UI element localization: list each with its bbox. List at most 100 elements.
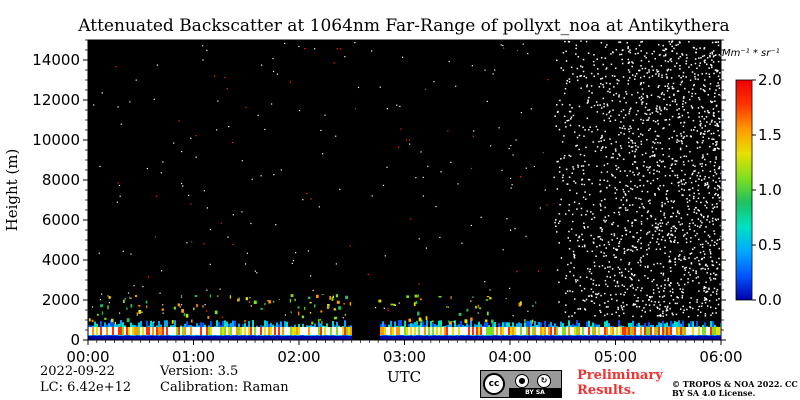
- noise-speck: [603, 103, 605, 105]
- noise-speck: [409, 143, 411, 145]
- noise-speck: [677, 57, 680, 60]
- signal-column: [466, 335, 468, 336]
- noise-speck: [522, 43, 524, 45]
- signal-column: [134, 327, 136, 335]
- signal-column: [302, 323, 304, 330]
- signal-column: [718, 335, 720, 336]
- noise-speck: [671, 87, 674, 90]
- signal-column: [602, 335, 604, 336]
- noise-speck: [713, 233, 716, 235]
- noise-speck: [673, 47, 675, 50]
- noise-speck: [616, 82, 619, 85]
- signal-column: [522, 336, 524, 340]
- noise-speck: [581, 245, 584, 248]
- signal-column: [666, 335, 668, 336]
- signal-column: [190, 336, 192, 340]
- noise-speck: [673, 94, 675, 96]
- noise-speck: [159, 292, 161, 294]
- aerosol-speck: [485, 299, 489, 301]
- aerosol-speck: [250, 304, 252, 307]
- signal-column: [474, 327, 476, 335]
- noise-speck: [477, 312, 479, 314]
- noise-speck: [682, 97, 685, 99]
- noise-speck: [680, 135, 683, 137]
- aerosol-speck: [333, 316, 337, 320]
- noise-speck: [707, 267, 710, 270]
- signal-column: [118, 323, 120, 330]
- noise-speck: [667, 87, 670, 90]
- noise-speck: [600, 140, 602, 142]
- noise-speck: [638, 172, 640, 174]
- signal-column: [140, 336, 142, 340]
- signal-column: [484, 336, 486, 340]
- signal-column: [706, 327, 708, 335]
- noise-speck: [639, 259, 642, 261]
- noise-speck: [694, 75, 696, 78]
- noise-speck: [588, 193, 591, 196]
- noise-speck: [648, 247, 650, 250]
- noise-speck: [622, 301, 624, 304]
- signal-column: [328, 327, 330, 335]
- noise-speck: [578, 235, 581, 238]
- signal-column: [536, 327, 538, 335]
- noise-speck: [625, 229, 628, 232]
- noise-speck: [509, 287, 511, 289]
- noise-speck: [583, 308, 586, 310]
- noise-speck: [718, 94, 720, 96]
- noise-speck: [654, 301, 656, 303]
- signal-column: [108, 323, 110, 330]
- signal-column: [554, 335, 556, 336]
- signal-column: [420, 336, 422, 340]
- noise-speck: [718, 121, 721, 123]
- noise-speck: [718, 238, 721, 241]
- aerosol-speck: [336, 300, 340, 304]
- signal-column: [496, 335, 498, 336]
- noise-speck: [565, 274, 568, 277]
- noise-speck: [439, 236, 441, 238]
- noise-speck: [697, 209, 699, 211]
- signal-column: [442, 335, 444, 336]
- noise-speck: [601, 228, 603, 231]
- signal-column: [136, 336, 138, 340]
- noise-speck: [570, 262, 572, 264]
- noise-speck: [303, 48, 306, 50]
- signal-column: [152, 335, 154, 336]
- noise-speck: [664, 165, 666, 168]
- noise-speck: [681, 290, 683, 293]
- signal-column: [532, 327, 534, 335]
- noise-speck: [640, 99, 643, 101]
- noise-speck: [628, 152, 631, 154]
- noise-speck: [617, 266, 620, 269]
- noise-speck: [525, 235, 527, 237]
- noise-speck: [646, 217, 649, 220]
- signal-column: [228, 336, 230, 340]
- noise-speck: [659, 184, 661, 187]
- signal-column: [202, 327, 204, 335]
- aerosol-speck: [531, 321, 534, 324]
- aerosol-speck: [452, 320, 456, 323]
- signal-column: [626, 335, 628, 336]
- signal-column: [268, 327, 270, 335]
- signal-column: [190, 335, 192, 336]
- noise-speck: [661, 147, 664, 150]
- noise-speck: [670, 230, 672, 232]
- noise-speck: [687, 111, 689, 114]
- noise-speck: [663, 98, 665, 100]
- noise-speck: [688, 199, 691, 202]
- noise-speck: [675, 103, 678, 106]
- signal-column: [578, 335, 580, 336]
- signal-column: [298, 335, 300, 336]
- noise-speck: [561, 103, 564, 106]
- signal-column: [340, 335, 342, 336]
- signal-column: [126, 327, 128, 335]
- signal-column: [396, 327, 398, 335]
- signal-column: [410, 323, 412, 330]
- signal-column: [540, 336, 542, 340]
- signal-column: [712, 336, 714, 340]
- noise-speck: [649, 241, 652, 244]
- noise-speck: [565, 82, 568, 85]
- noise-speck: [690, 297, 692, 299]
- noise-speck: [716, 206, 718, 208]
- signal-column: [694, 335, 696, 336]
